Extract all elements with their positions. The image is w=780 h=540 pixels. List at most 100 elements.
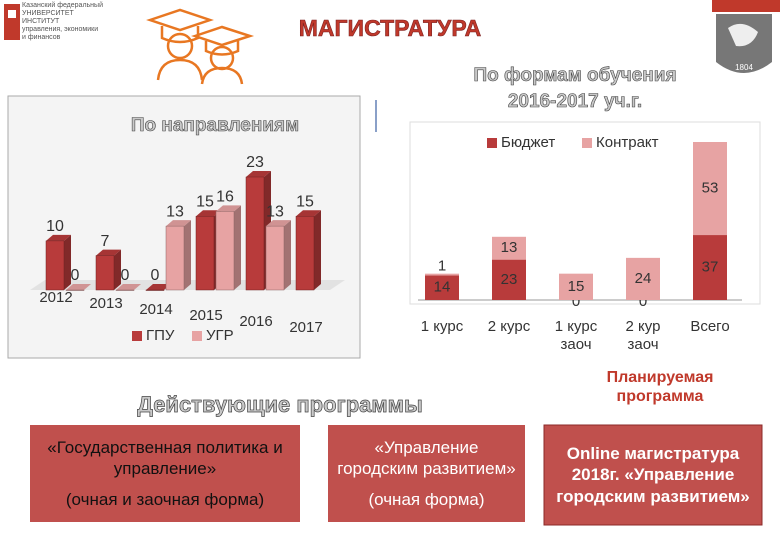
bar: [65, 284, 91, 291]
planned-title: Планируемая программа: [606, 369, 714, 406]
data-label: 0: [572, 293, 580, 310]
program-box: [30, 425, 300, 522]
bar: [215, 205, 241, 291]
bar-segment: [425, 275, 459, 300]
x-tick-label: 1 курс: [420, 318, 464, 335]
data-label: 1: [438, 258, 446, 275]
logo-line: Казанский федеральный: [22, 2, 103, 9]
bar-top: [66, 284, 91, 290]
bar-top: [146, 284, 171, 290]
program-form: (очная и заочная форма): [65, 490, 265, 510]
x-tick-label: 2 курс: [487, 318, 531, 335]
logo-line: ИНСТИТУТ: [22, 18, 60, 26]
bar-front: [215, 211, 235, 291]
x-tick-label: 2016: [239, 313, 272, 330]
data-label: 7: [101, 233, 110, 250]
x-tick-label: 2014: [139, 301, 172, 318]
planned-box: [543, 424, 763, 526]
logo-line: и финансов: [22, 34, 61, 42]
legend-label: ГПУ: [146, 327, 175, 344]
bar-front: [245, 176, 265, 291]
chart-title: 2016-2017 уч.г.: [508, 91, 642, 112]
bar: [145, 284, 171, 291]
legend-swatch: [192, 331, 202, 341]
bar-front: [115, 289, 135, 291]
program-form: (очная форма): [368, 490, 485, 510]
bar-front: [195, 216, 215, 291]
bar-top: [46, 234, 71, 241]
data-label: 0: [121, 267, 130, 284]
bar-segment: [492, 259, 526, 300]
program-name: «Управление городским развитием»: [337, 437, 516, 478]
bar-side: [64, 234, 71, 290]
bar-side: [114, 249, 121, 290]
legend-label: Бюджет: [501, 134, 555, 151]
page-title: МАГИСТРАТУРА: [299, 15, 482, 41]
bar-segment: [425, 273, 459, 276]
data-label: 23: [246, 154, 264, 171]
bar: [295, 210, 321, 291]
data-label: 13: [266, 203, 284, 220]
x-tick-label: 2017: [289, 319, 322, 336]
x-tick-label: 2012: [39, 289, 72, 306]
bar-top: [296, 210, 321, 217]
bar: [265, 220, 291, 291]
bar-front: [165, 225, 185, 291]
x-tick-label: 2013: [89, 295, 122, 312]
chart-title: По формам обучения: [473, 65, 676, 86]
logo-text: Казанский федеральный УНИВЕРСИТЕТ ИНСТИТУТ…: [22, 2, 132, 42]
program-box: [328, 425, 525, 522]
data-label: 0: [71, 267, 80, 284]
bar-side: [184, 220, 191, 290]
bar-top: [166, 220, 191, 227]
chart-title: По направлениям: [131, 115, 299, 136]
legend-label: Контракт: [596, 134, 659, 151]
data-label: 15: [196, 194, 214, 211]
bar-front: [145, 289, 165, 291]
logo-line: управления, экономики: [22, 26, 99, 34]
bar: [165, 220, 191, 291]
bar-top: [246, 171, 271, 177]
program-name: «Государственная политика и управление»: [47, 437, 283, 478]
chart-1: По направлениям2012100201370201401320151…: [39, 115, 322, 344]
data-label: 24: [635, 270, 652, 287]
data-label: 13: [501, 239, 518, 256]
logo-line: УНИВЕРСИТЕТ: [22, 10, 74, 18]
bar-segment: [559, 273, 593, 300]
emblem-year: 1804: [735, 63, 753, 72]
bar: [45, 234, 71, 291]
x-tick-label: 2015: [189, 307, 222, 324]
section-title: Действующие программы: [137, 392, 422, 417]
x-tick-label: Всего: [690, 318, 730, 335]
data-label: 15: [568, 278, 585, 295]
bar-front: [295, 216, 315, 291]
bar-top: [266, 220, 291, 227]
program-text: «Управление городским развитием» (очная …: [328, 425, 525, 522]
bar-segment: [693, 142, 727, 236]
logo-mark: [8, 10, 16, 18]
data-label: 53: [702, 179, 719, 196]
logo-mark: [4, 4, 20, 40]
bar-top: [116, 284, 141, 290]
legend-swatch: [132, 331, 142, 341]
bar-side: [284, 220, 291, 290]
legend-label: УГР: [206, 327, 234, 344]
data-label: 15: [296, 194, 314, 211]
bar-segment: [626, 257, 660, 300]
bar-front: [45, 240, 65, 291]
data-label: 0: [639, 293, 647, 310]
bar-top: [216, 205, 241, 212]
bar-top: [196, 210, 221, 217]
bar-top: [96, 249, 121, 256]
data-label: 16: [216, 189, 234, 206]
bar: [95, 249, 121, 291]
legend-swatch: [582, 138, 592, 148]
bar-front: [95, 255, 115, 291]
bar-front: [65, 289, 85, 291]
data-label: 37: [702, 258, 719, 275]
chart-2: По формам обучения 2016-2017 уч.г. Бюджет К…: [418, 65, 742, 310]
bar-segment: [693, 235, 727, 300]
bar: [115, 284, 141, 291]
